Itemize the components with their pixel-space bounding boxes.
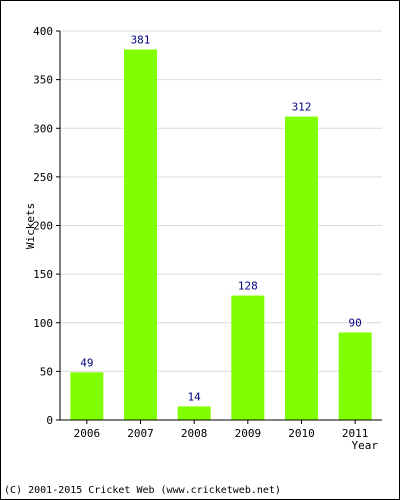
x-tick-label-2007: 2007 bbox=[127, 427, 154, 440]
y-axis-label: Wickets bbox=[24, 203, 37, 249]
bar-2010 bbox=[285, 116, 318, 420]
copyright-footer: (C) 2001-2015 Cricket Web (www.cricketwe… bbox=[4, 485, 281, 496]
bar-2009 bbox=[231, 295, 265, 420]
y-tick-label-200: 200 bbox=[33, 220, 53, 233]
bar-2011 bbox=[338, 332, 372, 420]
y-tick-label-350: 350 bbox=[33, 74, 53, 87]
bar-2006 bbox=[70, 372, 104, 420]
x-tick-label-2009: 2009 bbox=[235, 427, 262, 440]
x-tick-label-2010: 2010 bbox=[288, 427, 315, 440]
y-tick-label-150: 150 bbox=[33, 268, 53, 281]
data-label-2011: 90 bbox=[349, 316, 362, 329]
data-label-2010: 312 bbox=[292, 101, 312, 114]
y-tick-label-250: 250 bbox=[33, 171, 53, 184]
y-tick-label-50: 50 bbox=[40, 365, 53, 378]
data-label-2008: 14 bbox=[188, 390, 202, 403]
x-tick-label-2008: 2008 bbox=[181, 427, 208, 440]
data-label-2009: 128 bbox=[238, 280, 258, 293]
labels: 49 2006 381 2007 14 2008 128 2009 312 2010 90 2011 0… bbox=[33, 25, 368, 440]
x-tick-label-2011: 2011 bbox=[342, 427, 369, 440]
data-label-2007: 381 bbox=[131, 33, 151, 46]
x-tick-label-2006: 2006 bbox=[74, 427, 101, 440]
bar-2008 bbox=[177, 406, 211, 420]
x-axis-label: Year bbox=[352, 439, 379, 452]
gridlines bbox=[60, 30, 382, 372]
y-tick-label-0: 0 bbox=[46, 414, 53, 427]
bars bbox=[70, 49, 372, 420]
data-label-2006: 49 bbox=[80, 356, 93, 369]
y-tick-label-100: 100 bbox=[33, 317, 53, 330]
axes bbox=[56, 30, 382, 424]
y-tick-label-400: 400 bbox=[33, 25, 53, 38]
bar-2007 bbox=[124, 49, 157, 420]
y-tick-label-300: 300 bbox=[33, 122, 53, 135]
